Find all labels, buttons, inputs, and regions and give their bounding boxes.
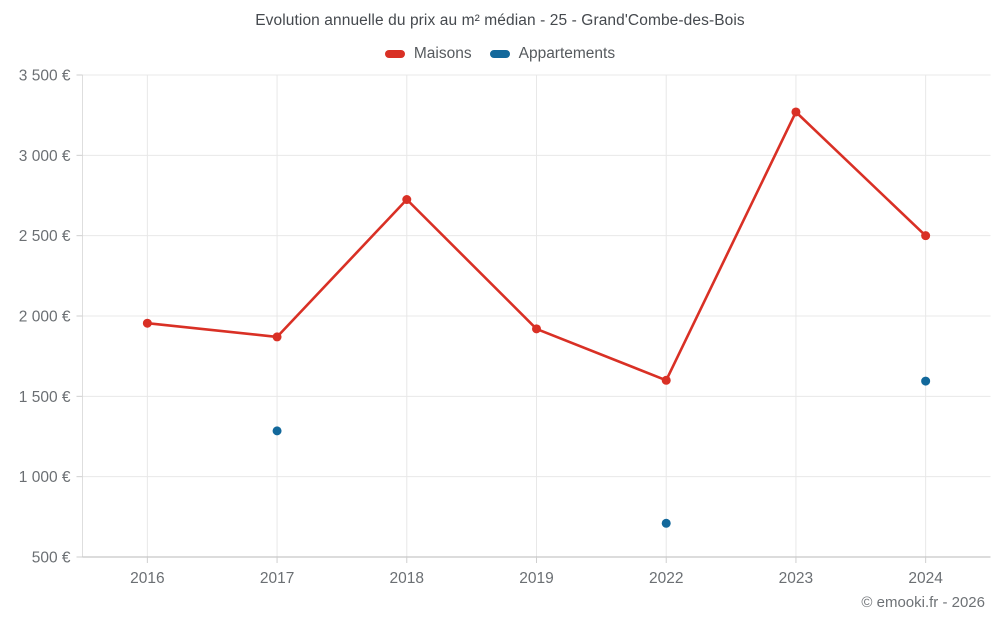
chart-title: Evolution annuelle du prix au m² médian … <box>255 12 745 29</box>
appartements-point-2017[interactable] <box>272 426 282 436</box>
x-tick-label: 2023 <box>779 570 813 587</box>
y-tick-label: 2 500 € <box>19 228 71 245</box>
x-tick-label: 2019 <box>519 570 553 587</box>
maisons-point-2016[interactable] <box>142 318 152 328</box>
y-tick-label: 1 500 € <box>19 389 71 406</box>
x-tick-label: 2016 <box>130 570 164 587</box>
x-tick-label: 2022 <box>649 570 683 587</box>
maisons-point-2018[interactable] <box>402 195 412 205</box>
maisons-point-2017[interactable] <box>272 332 282 342</box>
y-tick-label: 500 € <box>32 550 71 567</box>
axis-layer <box>76 74 991 563</box>
x-tick-label: 2024 <box>908 570 943 587</box>
maisons-point-2019[interactable] <box>532 324 541 334</box>
maisons-point-2023[interactable] <box>791 107 801 117</box>
y-tick-label: 2 000 € <box>19 309 71 326</box>
x-tick-label: 2018 <box>390 570 424 587</box>
maisons-point-2024[interactable] <box>921 231 931 241</box>
chart-legend: Maisons Appartements <box>0 45 1000 63</box>
appartements-color-swatch-icon <box>489 50 510 58</box>
axis-label-layer: 500 € 1 000 € 1 500 € 2 000 € 2 500 € 3 000 €… <box>19 68 943 588</box>
appartements-point-2024[interactable] <box>921 376 931 386</box>
legend-item-maisons[interactable]: Maisons <box>384 45 472 63</box>
maisons-color-swatch-icon <box>384 50 405 58</box>
y-tick-label: 3 000 € <box>19 148 71 165</box>
series-layer <box>142 107 931 528</box>
y-tick-label: 3 500 € <box>19 68 71 85</box>
maisons-point-2022[interactable] <box>661 375 671 385</box>
y-tick-label: 1 000 € <box>19 469 71 486</box>
x-tick-label: 2017 <box>260 570 294 587</box>
legend-label-maisons: Maisons <box>413 45 472 62</box>
attribution-text: © emooki.fr - 2026 <box>861 594 985 611</box>
grid-layer <box>82 74 991 558</box>
legend-item-appartements[interactable]: Appartements <box>489 45 616 63</box>
legend-label-appartements: Appartements <box>518 45 616 62</box>
appartements-point-2022[interactable] <box>661 518 671 528</box>
